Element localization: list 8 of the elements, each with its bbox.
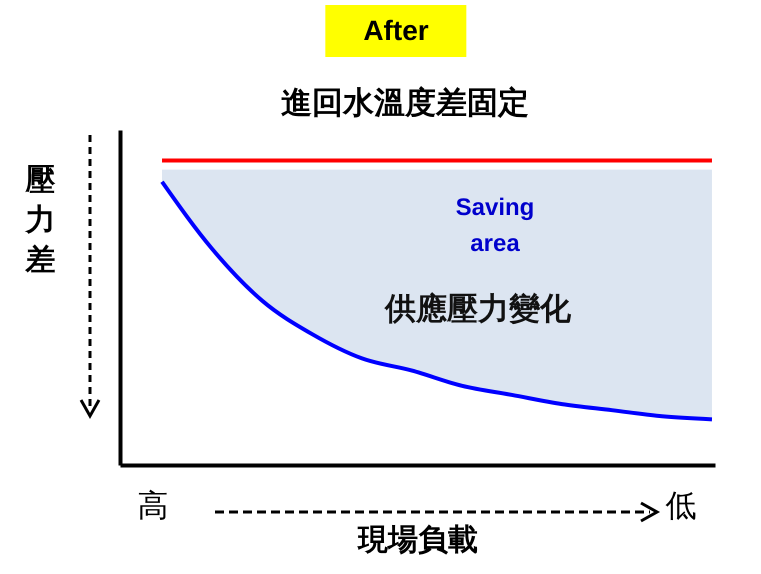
x-axis-title: 現場負載: [357, 524, 478, 556]
annotation: 供應壓力變化: [385, 290, 571, 328]
y-axis-title: 壓力差: [24, 164, 56, 276]
chart-title: After: [325, 5, 467, 57]
annotation: Saving area: [454, 193, 536, 259]
chart-subtitle: 進回水溫度差固定: [281, 84, 529, 122]
text: 低: [666, 487, 696, 525]
text: 高: [138, 487, 168, 525]
